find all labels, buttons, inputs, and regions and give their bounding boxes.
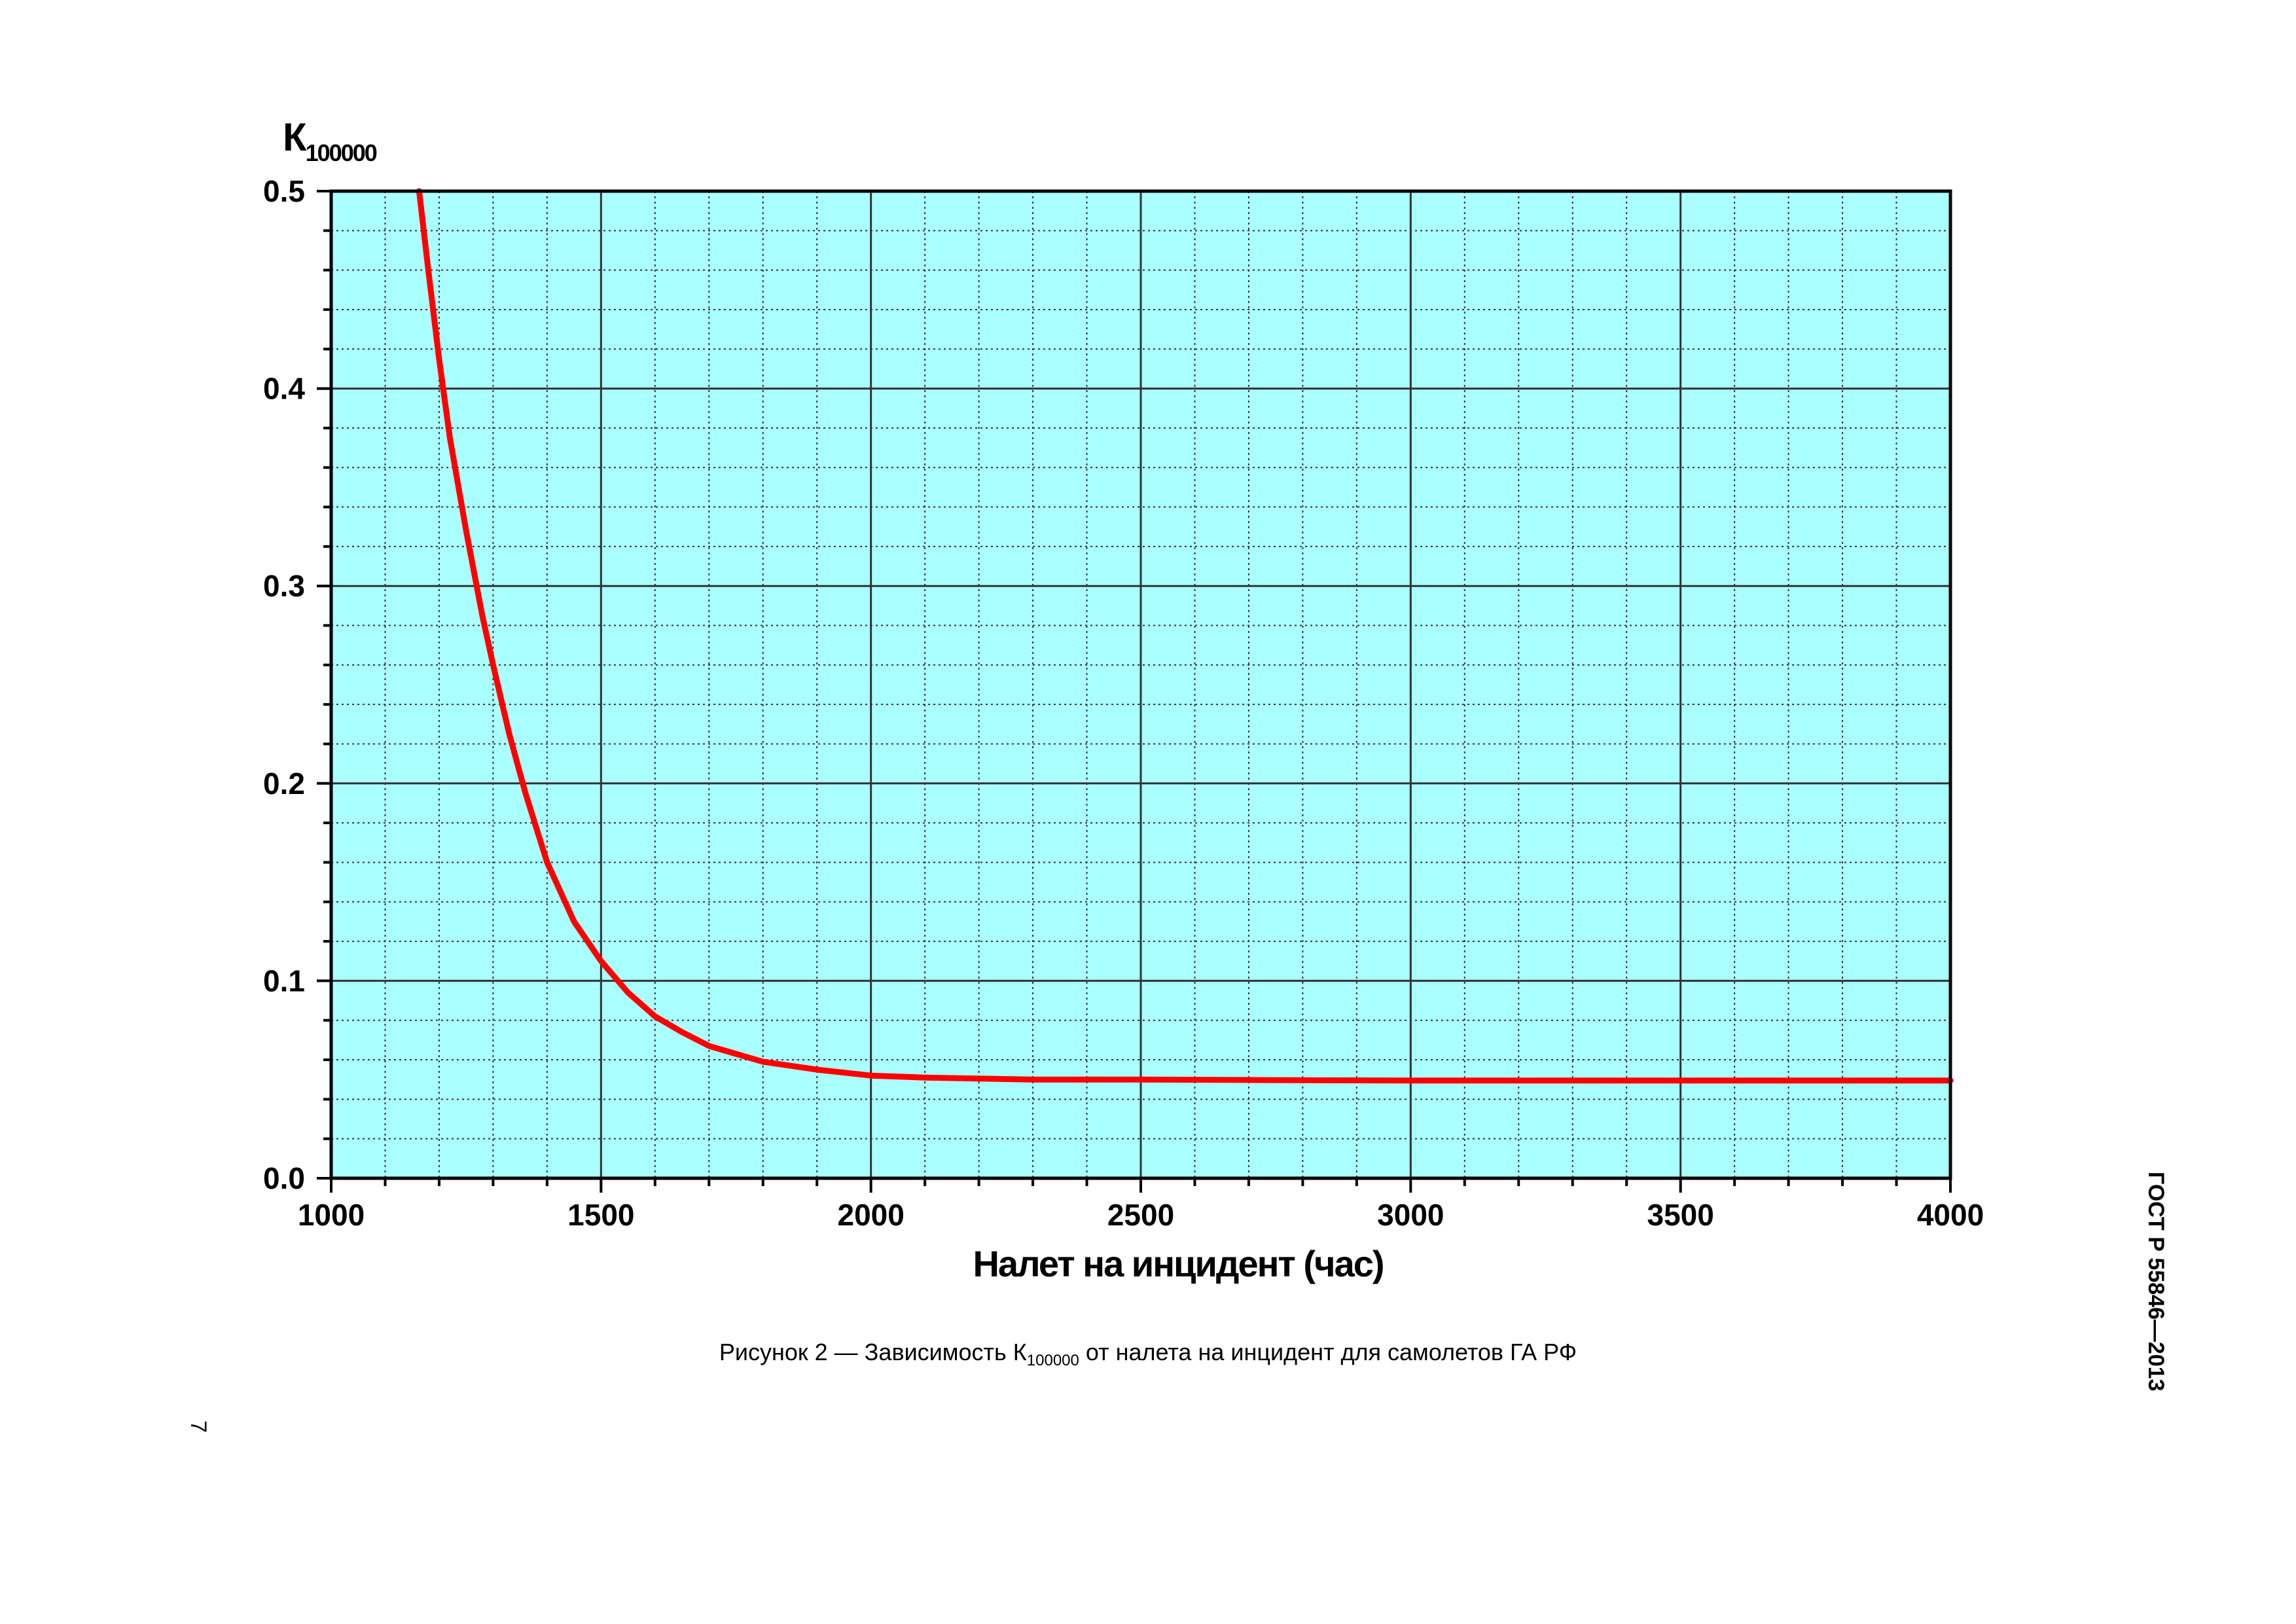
y-tick-label: 0.1 [263, 964, 305, 998]
minor-grid [331, 191, 1950, 1178]
caption-prefix: Рисунок 2 — Зависимость К [719, 1339, 1027, 1365]
y-tick-label: 0.2 [263, 767, 305, 801]
y-tick-label: 0.0 [263, 1161, 305, 1195]
standard-id-text: ГОСТ Р 55846—2013 [2144, 1172, 2168, 1392]
y-tick-label: 0.5 [263, 174, 305, 208]
x-tick-label: 1000 [298, 1198, 365, 1232]
x-axis-label: Налет на инцидент (час) [973, 1243, 1383, 1284]
y-tick-label: 0.3 [263, 569, 305, 603]
page-number: 7 [186, 1420, 213, 1447]
major-grid [331, 191, 1950, 1178]
x-tick-label: 3000 [1377, 1198, 1444, 1232]
y-tick-label: 0.4 [263, 372, 305, 406]
caption-suffix: от налета на инцидент для самолетов ГА Р… [1079, 1339, 1577, 1365]
figure-caption: Рисунок 2 — Зависимость К100000 от налет… [0, 1339, 2296, 1370]
x-tick-label: 3500 [1647, 1198, 1713, 1232]
x-tick-label: 4000 [1917, 1198, 1984, 1232]
standard-id: ГОСТ Р 55846—2013 [2142, 1172, 2168, 1447]
x-tick-label: 2500 [1107, 1198, 1174, 1232]
axis-ticks [317, 190, 1952, 1193]
x-tick-label: 1500 [567, 1198, 634, 1232]
page-number-text: 7 [186, 1420, 211, 1433]
series-line-layer [416, 188, 1954, 1084]
x-tick-label: 2000 [837, 1198, 904, 1232]
y-axis-label-subscript: 100000 [306, 139, 377, 166]
tick-labels: 1000 1500 2000 2500 3000 3500 4000 0.0 0.1 0.2 0.3… [263, 174, 1984, 1232]
series-line-1 [416, 188, 1954, 1084]
caption-subscript: 100000 [1026, 1352, 1079, 1369]
y-axis-label-main: К [283, 115, 307, 159]
y-axis-label: К100000 [283, 115, 377, 166]
